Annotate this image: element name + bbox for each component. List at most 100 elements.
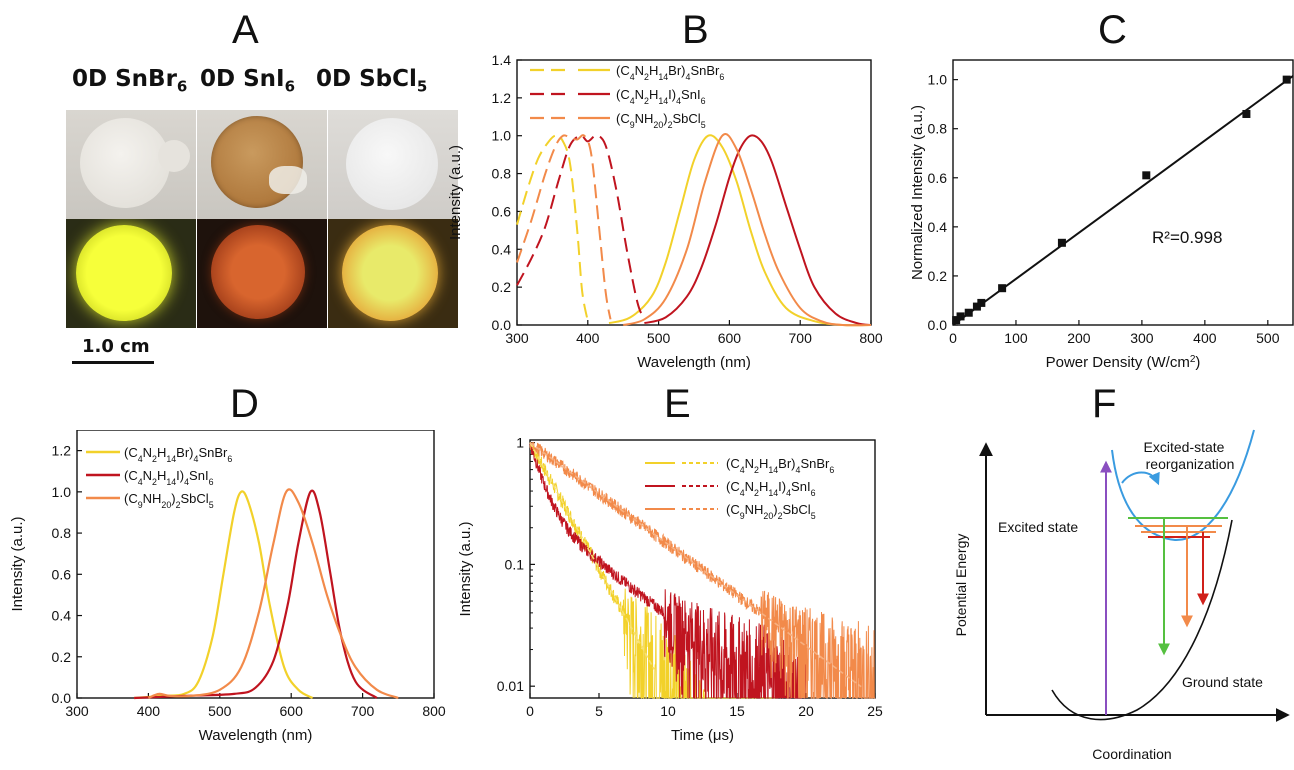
x-tick-label: 600: [280, 703, 304, 719]
legend-label: (C9NH20)2SbCl5: [726, 502, 816, 521]
data-point: [977, 298, 986, 307]
x-tick-label: 300: [65, 703, 89, 719]
x-axis-label: Wavelength (nm): [199, 727, 313, 744]
x-tick-label: 400: [576, 330, 600, 346]
y-axis-label: Intensity (a.u.): [9, 516, 26, 611]
chart-d-emission-spectra: 300 400 500 600 700 800 0.0 0.2 0.4 0.6 0.8 1.0 1.2 W…: [9, 430, 446, 744]
photo-label-snbr6: 0D SnBr6: [72, 66, 188, 96]
photo-sbcl5-daylight: [328, 110, 458, 219]
x-tick-label: 700: [789, 330, 813, 346]
white-powder-disc: [80, 118, 170, 208]
x-tick-label: 100: [1004, 330, 1028, 346]
x-tick-label: 400: [137, 703, 161, 719]
x-tick-label: 500: [208, 703, 232, 719]
y-tick-label: 0.2: [928, 268, 948, 284]
series-line-emission-1: [608, 134, 872, 327]
data-point: [956, 312, 965, 321]
y-tick-label: 0.0: [52, 690, 72, 706]
series-line-excitation-2: [516, 134, 646, 320]
data-point: [972, 302, 981, 311]
legend-label: (C4N2H14I)4SnI6: [124, 468, 214, 487]
y-tick-label: 0.4: [492, 241, 512, 257]
label-reorganization-line2: reorganization: [1146, 456, 1235, 472]
data-point: [1242, 109, 1251, 118]
photo-snbr6-daylight: [66, 110, 196, 219]
y-tick-label: 0.6: [492, 203, 512, 219]
y-tick-label: 0.1: [505, 556, 525, 572]
legend-label: (C4N2H14Br)4SnBr6: [616, 63, 724, 82]
plot-frame: [516, 59, 872, 326]
legend-label: (C9NH20)2SbCl5: [616, 111, 706, 130]
axis-label-potential-energy: Potential Energy: [953, 534, 969, 637]
scale-bar-label: 1.0 cm: [82, 336, 150, 357]
translucent-powder-disc: [346, 118, 438, 210]
series-line-1: [134, 489, 378, 700]
orange-powder-disc: [211, 116, 303, 208]
data-point: [964, 308, 973, 317]
panel-letter-c: C: [1098, 8, 1127, 52]
x-tick-label: 800: [859, 330, 883, 346]
y-tick-label: 0.8: [492, 166, 512, 182]
x-tick-label: 25: [867, 703, 883, 719]
legend-label: (C4N2H14I)4SnI6: [726, 479, 816, 498]
series-line-emission-3: [644, 134, 872, 326]
orange-glow-disc: [342, 225, 438, 321]
x-tick-label: 500: [647, 330, 671, 346]
plot-frame: [952, 59, 1294, 326]
x-tick-label: 500: [1256, 330, 1280, 346]
x-tick-label: 0: [949, 330, 957, 346]
x-tick-label: 600: [718, 330, 742, 346]
y-tick-label: 0.0: [492, 317, 512, 333]
x-tick-label: 400: [1193, 330, 1217, 346]
series-line-emission-5: [622, 133, 872, 327]
sample-photographs: [66, 110, 458, 328]
linear-fit-line: [952, 75, 1294, 326]
panel-letter-b: B: [682, 8, 709, 52]
y-tick-label: 0.4: [52, 608, 72, 624]
y-tick-label: 0.2: [492, 279, 512, 295]
legend-label: (C4N2H14Br)4SnBr6: [124, 445, 232, 464]
series-line-2: [147, 488, 399, 700]
white-powder-tab: [158, 140, 190, 172]
data-point: [1142, 171, 1151, 180]
label-ground-state: Ground state: [1182, 674, 1263, 690]
x-tick-label: 200: [1067, 330, 1091, 346]
panel-letter-d: D: [230, 382, 259, 426]
data-point: [998, 284, 1007, 293]
x-axis-label: Power Density (W/cm2): [1046, 354, 1201, 372]
y-tick-label: 1.2: [52, 443, 72, 459]
y-axis-label: Normalized Intensity (a.u.): [909, 105, 926, 280]
x-tick-label: 800: [422, 703, 446, 719]
y-tick-label: 0.8: [52, 525, 72, 541]
chart-c-power-dependence: 0 100 200 300 400 500 0.0 0.2 0.4 0.6 0.8 1.0 Power …: [909, 59, 1294, 372]
yellow-glow-disc: [76, 225, 172, 321]
y-tick-label: 0.6: [928, 170, 948, 186]
y-tick-label: 0.6: [52, 566, 72, 582]
axis-label-coordination: Coordination: [1092, 746, 1171, 762]
y-tick-label: 0.8: [928, 121, 948, 137]
y-tick-label: 1.0: [492, 128, 512, 144]
decay-fit-sbcl5: [529, 441, 862, 688]
red-glow-disc: [211, 225, 305, 319]
y-tick-label: 1: [516, 435, 524, 451]
photo-sni6-uv: [197, 219, 327, 328]
series-line-0: [134, 490, 314, 700]
plot-frame: [76, 430, 435, 699]
legend-label: (C4N2H14Br)4SnBr6: [726, 456, 834, 475]
x-tick-label: 5: [595, 703, 603, 719]
y-tick-label: 1.4: [492, 52, 512, 68]
y-tick-label: 1.2: [492, 90, 512, 106]
photo-label-sni6: 0D SnI6: [200, 66, 296, 96]
ground-state-curve: [1051, 519, 1233, 721]
x-axis-label: Wavelength (nm): [637, 354, 751, 371]
decay-data-sbcl5: [529, 442, 875, 699]
series-line-excitation-4: [516, 134, 612, 320]
y-tick-label: 1.0: [928, 72, 948, 88]
x-tick-label: 700: [351, 703, 375, 719]
data-point: [1057, 238, 1066, 247]
label-reorganization-line1: Excited-state: [1144, 439, 1225, 455]
y-tick-label: 0.2: [52, 649, 72, 665]
y-axis-label: Intensity (a.u.): [447, 145, 464, 240]
photo-sbcl5-uv: [328, 219, 458, 328]
white-flakes: [269, 166, 307, 194]
